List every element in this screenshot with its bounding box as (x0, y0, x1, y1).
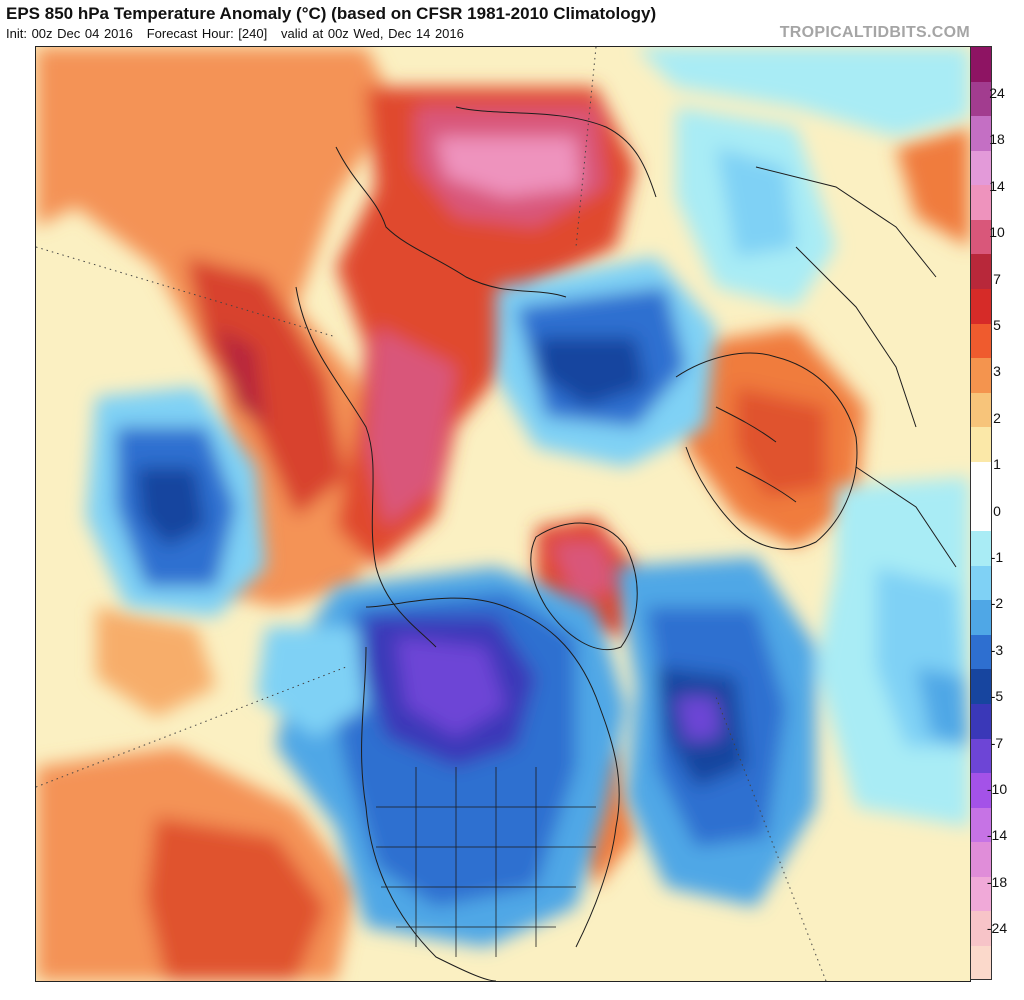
colorbar-label: 2 (993, 409, 1001, 426)
colorbar-swatch (971, 600, 991, 635)
colorbar-label: 1 (993, 456, 1001, 473)
colorbar-label: 7 (993, 270, 1001, 287)
colorbar-swatch (971, 703, 991, 739)
coastlines (295, 106, 957, 981)
warm-anomalies (36, 47, 970, 981)
colorbar-swatch (971, 842, 991, 877)
colorbar-swatch (971, 911, 991, 947)
valid-time: valid at 00z Wed, Dec 14 2016 (281, 26, 464, 41)
colorbar-swatch (971, 876, 991, 912)
run-info: Init: 00z Dec 04 2016 Forecast Hour: [24… (6, 26, 464, 41)
colorbar-swatch (971, 531, 991, 566)
colorbar-label: -3 (990, 641, 1004, 658)
colorbar-swatch (971, 150, 991, 186)
colorbar-swatch (971, 427, 991, 462)
colorbar-swatch (971, 358, 991, 393)
init-time: Init: 00z Dec 04 2016 (6, 26, 133, 41)
colorbar-swatch (971, 323, 991, 359)
colorbar-swatch (971, 634, 991, 670)
colorbar-swatch (971, 392, 991, 428)
colorbar-swatch (971, 116, 991, 151)
colorbar-swatch (971, 738, 991, 774)
colorbar-label: -1 (990, 549, 1004, 565)
colorbar-swatch (971, 946, 991, 979)
forecast-hour: Forecast Hour: [240] (146, 26, 268, 41)
colorbar-label: 0 (993, 502, 1001, 519)
colorbar-swatch (971, 565, 991, 601)
colorbar-label: -14 (986, 827, 1008, 844)
colorbar-label: 5 (993, 317, 1001, 333)
colorbar-swatch (971, 807, 991, 843)
colorbar-label: 24 (989, 85, 1005, 101)
colorbar-label: 18 (989, 131, 1005, 148)
colorbar (970, 46, 992, 980)
cold-anomalies (86, 47, 970, 947)
anomaly-map-svg (36, 47, 970, 981)
anomaly-map (35, 46, 971, 982)
graticule (36, 47, 827, 981)
colorbar-swatch (971, 773, 991, 808)
colorbar-swatch (971, 289, 991, 324)
colorbar-swatch (971, 461, 991, 497)
chart-title: EPS 850 hPa Temperature Anomaly (°C) (ba… (6, 4, 657, 23)
colorbar-swatch (971, 185, 991, 220)
colorbar-label: 10 (989, 224, 1005, 241)
site-watermark: TROPICALTIDBITS.COM (779, 24, 970, 41)
colorbar-label: 14 (989, 177, 1005, 194)
colorbar-swatch (971, 669, 991, 704)
colorbar-label: -7 (990, 734, 1004, 751)
colorbar-label: -18 (986, 873, 1008, 890)
colorbar-swatch (971, 496, 991, 532)
colorbar-swatch (971, 81, 991, 117)
colorbar-label: 3 (993, 363, 1001, 380)
colorbar-swatch (971, 219, 991, 255)
colorbar-swatch (971, 254, 991, 290)
colorbar-label: -5 (990, 688, 1004, 705)
colorbar-label: -10 (986, 781, 1008, 797)
colorbar-label: -24 (986, 920, 1008, 937)
colorbar-swatch (971, 47, 991, 82)
colorbar-label: -2 (990, 595, 1004, 612)
